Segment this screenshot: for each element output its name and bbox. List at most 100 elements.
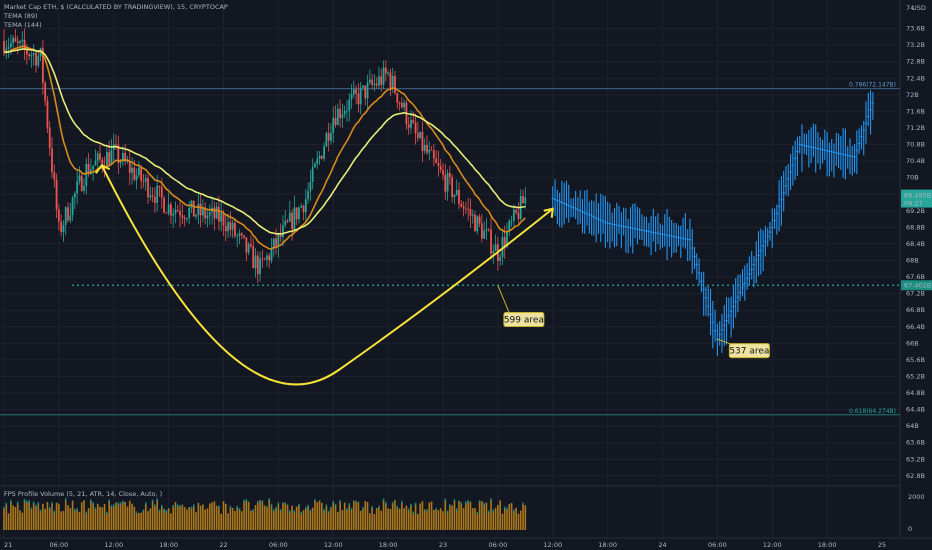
volume-bar	[323, 511, 325, 530]
volume-bar	[250, 510, 252, 530]
volume-bar	[252, 511, 255, 530]
candle-body	[522, 196, 524, 204]
volume-bar	[519, 510, 522, 530]
candle-body	[183, 217, 186, 219]
volume-bar	[23, 500, 26, 530]
volume-bar	[67, 505, 69, 530]
tema-144-legend[interactable]: TEMA (144)	[4, 21, 42, 29]
time-tick-label: 25	[878, 541, 886, 549]
candle-body	[195, 214, 197, 217]
volume-bar	[99, 506, 101, 530]
candle-body	[430, 149, 433, 151]
volume-bar	[39, 511, 42, 530]
volume-indicator-legend[interactable]: FPS Profile Volume (5, 21, ATR, 14, Clos…	[4, 490, 163, 498]
volume-bar	[460, 503, 463, 530]
candle-body	[192, 200, 195, 217]
volume-bar	[158, 511, 161, 530]
candle-body	[55, 179, 58, 210]
volume-delta-bar	[74, 508, 76, 512]
grid-lines	[0, 0, 900, 538]
candle-body	[124, 152, 127, 162]
candle-body	[293, 207, 296, 230]
candle-body	[5, 48, 8, 53]
candle-body	[105, 152, 108, 169]
volume-bar	[138, 513, 140, 530]
candle-body	[288, 212, 291, 222]
volume-bar	[218, 507, 220, 530]
candle-body	[476, 216, 479, 232]
candle-body	[458, 189, 460, 204]
volume-delta-bar	[117, 502, 120, 506]
volume-delta-bar	[94, 507, 97, 511]
volume-delta-bar	[154, 504, 156, 508]
candle-body	[250, 244, 252, 247]
volume-delta-bar	[273, 509, 275, 513]
candle-body	[279, 233, 282, 238]
price-tick-label: 67.2B	[906, 290, 925, 298]
volume-delta-bar	[435, 507, 437, 511]
volume-bar	[144, 504, 147, 530]
volume-delta-bar	[506, 507, 508, 511]
candle-body	[362, 85, 364, 88]
volume-bar	[256, 502, 259, 530]
volume-bar	[240, 511, 243, 530]
candle-body	[92, 165, 95, 170]
horizontal-levels: 0.786(72.147B) 0.618(64.274B)	[0, 82, 900, 416]
volume-delta-bar	[16, 501, 19, 505]
candle-body	[126, 161, 129, 162]
volume-bar	[80, 502, 83, 530]
candle-body	[121, 152, 124, 162]
volume-bar	[275, 508, 277, 530]
candle-body	[435, 158, 438, 163]
volume-bar	[44, 508, 46, 530]
price-tick-label: 70B	[906, 174, 919, 182]
candle-body	[165, 212, 168, 214]
volume-bar	[462, 508, 465, 530]
volume-bar	[300, 513, 303, 530]
volume-axis-label: 0	[908, 525, 912, 533]
volume-delta-bar	[325, 504, 328, 508]
volume-bar	[515, 507, 517, 530]
volume-bar	[5, 504, 8, 530]
volume-delta-bar	[53, 510, 56, 514]
candle-body	[320, 155, 323, 159]
time-axis[interactable]: 21 06:00 12:00 18:00 22 06:00 12:00 18:00 23 06:0…	[0, 537, 932, 549]
volume-bar	[284, 504, 287, 530]
candle-body	[208, 212, 211, 216]
volume-bar	[160, 506, 163, 530]
candle-body	[474, 214, 476, 232]
volume-bar	[435, 509, 437, 530]
volume-bar	[426, 511, 428, 530]
volume-bar	[279, 510, 282, 530]
symbol-title[interactable]: Market Cap ETH, $ (CALCULATED BY TRADING…	[4, 3, 228, 11]
candle-body	[380, 76, 383, 85]
candle-body	[437, 162, 440, 167]
candle-body	[396, 93, 399, 103]
candle-body	[142, 180, 145, 182]
volume-bar	[202, 504, 204, 530]
volume-bar	[330, 508, 332, 530]
volume-delta-bar	[172, 504, 174, 508]
tema-89-legend[interactable]: TEMA (89)	[4, 12, 38, 20]
volume-bar	[110, 506, 113, 530]
volume-bar	[385, 504, 387, 530]
candle-body	[348, 99, 351, 111]
volume-bar	[234, 511, 236, 530]
volume-bar	[14, 506, 17, 530]
volume-delta-bar	[238, 508, 241, 512]
volume-bar	[366, 501, 369, 530]
volume-delta-bar	[460, 501, 463, 505]
drawings: 599 area 537 area	[94, 163, 770, 386]
volume-bar	[117, 504, 120, 530]
volume-delta-bar	[28, 500, 30, 504]
candle-body	[330, 132, 332, 141]
volume-bar	[186, 509, 188, 530]
volume-delta-bar	[26, 500, 28, 504]
volume-delta-bar	[487, 510, 490, 514]
candle-body	[172, 213, 175, 216]
candle-body	[483, 230, 486, 239]
candle-body	[327, 133, 330, 141]
